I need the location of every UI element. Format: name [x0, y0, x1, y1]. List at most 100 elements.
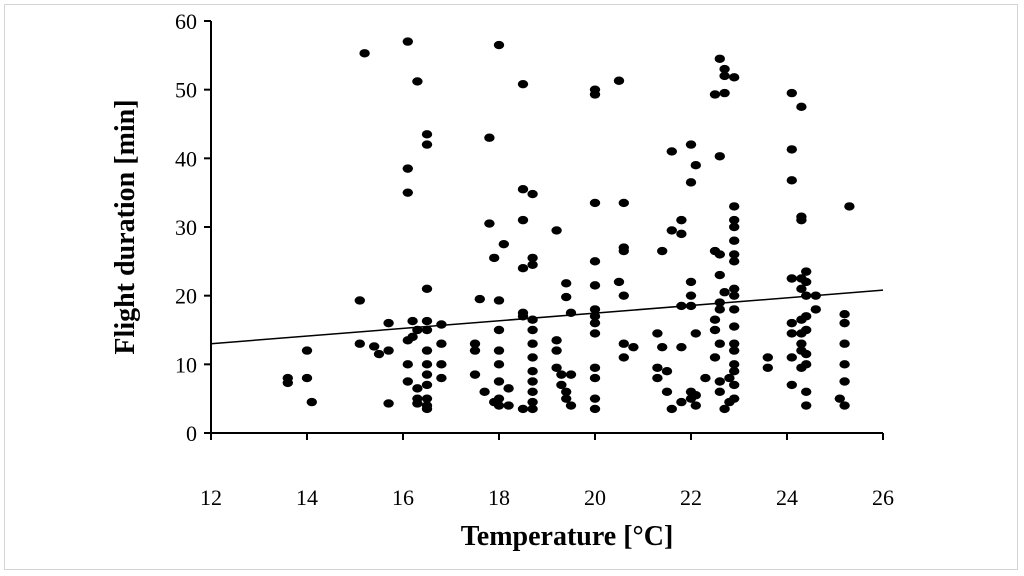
data-point — [652, 363, 663, 372]
data-point — [652, 373, 663, 383]
data-point — [618, 339, 629, 348]
data-point — [436, 360, 447, 369]
data-point — [469, 346, 481, 355]
data-point — [517, 312, 529, 321]
data-point — [786, 318, 797, 328]
data-point — [796, 339, 807, 348]
data-point — [517, 185, 529, 194]
data-point — [729, 380, 740, 390]
data-point — [618, 291, 629, 300]
data-point — [714, 298, 725, 307]
data-point — [527, 353, 538, 362]
x-tick-label: 16 — [392, 485, 414, 510]
data-point — [436, 373, 447, 383]
y-axis-title: Flight duration [min] — [110, 99, 141, 354]
data-point — [551, 336, 562, 345]
data-point — [690, 329, 701, 338]
data-point — [421, 394, 433, 403]
data-point — [839, 401, 850, 410]
data-point — [685, 178, 697, 187]
data-point — [786, 353, 797, 362]
data-point — [786, 145, 797, 154]
data-point — [493, 394, 505, 403]
data-point — [503, 384, 514, 393]
data-point — [589, 281, 601, 290]
data-point — [729, 284, 740, 293]
data-point — [714, 377, 725, 386]
data-point — [421, 370, 433, 379]
data-point — [412, 399, 423, 408]
data-point — [517, 79, 529, 89]
y-tick-label: 30 — [175, 215, 197, 240]
data-point — [517, 264, 529, 273]
data-point — [565, 401, 577, 410]
data-point — [551, 226, 562, 235]
trend-line — [210, 289, 884, 345]
data-point — [402, 336, 413, 345]
data-point — [589, 305, 601, 314]
data-point — [589, 373, 601, 383]
data-point — [402, 377, 413, 386]
data-point — [729, 305, 740, 314]
data-point — [729, 222, 740, 232]
x-tick-label: 24 — [776, 485, 798, 510]
x-tick-label: 12 — [200, 485, 222, 510]
data-point — [719, 88, 730, 98]
data-point — [527, 377, 538, 386]
data-point — [714, 339, 725, 348]
data-point — [436, 339, 447, 348]
data-point — [676, 342, 687, 352]
data-point — [652, 329, 663, 338]
data-point — [493, 377, 505, 386]
data-point — [714, 152, 725, 161]
data-point — [589, 363, 601, 372]
data-point — [469, 339, 481, 348]
data-point — [493, 325, 505, 335]
chart-frame — [4, 4, 1018, 570]
data-point — [690, 391, 701, 400]
data-point — [666, 404, 677, 414]
data-point — [729, 215, 740, 225]
data-point — [421, 404, 433, 414]
data-point — [484, 133, 495, 142]
data-point — [373, 349, 385, 359]
data-point — [729, 236, 740, 245]
data-point — [719, 64, 730, 74]
data-point — [839, 318, 850, 328]
data-point — [719, 404, 730, 414]
data-point — [589, 257, 601, 266]
data-point — [369, 342, 380, 351]
data-point — [729, 367, 740, 376]
y-tick-label: 0 — [186, 421, 197, 446]
data-point — [709, 90, 721, 99]
data-point — [484, 219, 495, 228]
data-point — [729, 257, 740, 266]
data-point — [527, 397, 538, 407]
data-point — [714, 387, 725, 396]
data-point — [666, 226, 677, 235]
data-point — [383, 346, 394, 355]
data-point — [589, 312, 601, 321]
data-point — [527, 404, 538, 414]
data-point — [402, 37, 413, 46]
data-point — [676, 229, 687, 239]
data-point — [556, 370, 567, 379]
trendline-layer — [210, 289, 884, 345]
y-tick-label: 20 — [175, 284, 197, 309]
data-point — [786, 274, 797, 283]
data-point — [729, 291, 740, 300]
data-point — [493, 401, 505, 410]
data-point — [527, 189, 538, 199]
y-tick-label: 50 — [175, 78, 197, 103]
data-point — [359, 49, 370, 58]
data-point — [561, 292, 572, 302]
data-point — [503, 401, 514, 410]
data-point — [661, 387, 673, 396]
data-point — [685, 301, 697, 311]
y-tick-label: 60 — [175, 9, 197, 34]
x-tick-label: 20 — [584, 485, 606, 510]
data-point — [676, 215, 687, 225]
data-point — [661, 367, 673, 376]
data-point — [810, 305, 821, 314]
data-point — [527, 387, 538, 396]
